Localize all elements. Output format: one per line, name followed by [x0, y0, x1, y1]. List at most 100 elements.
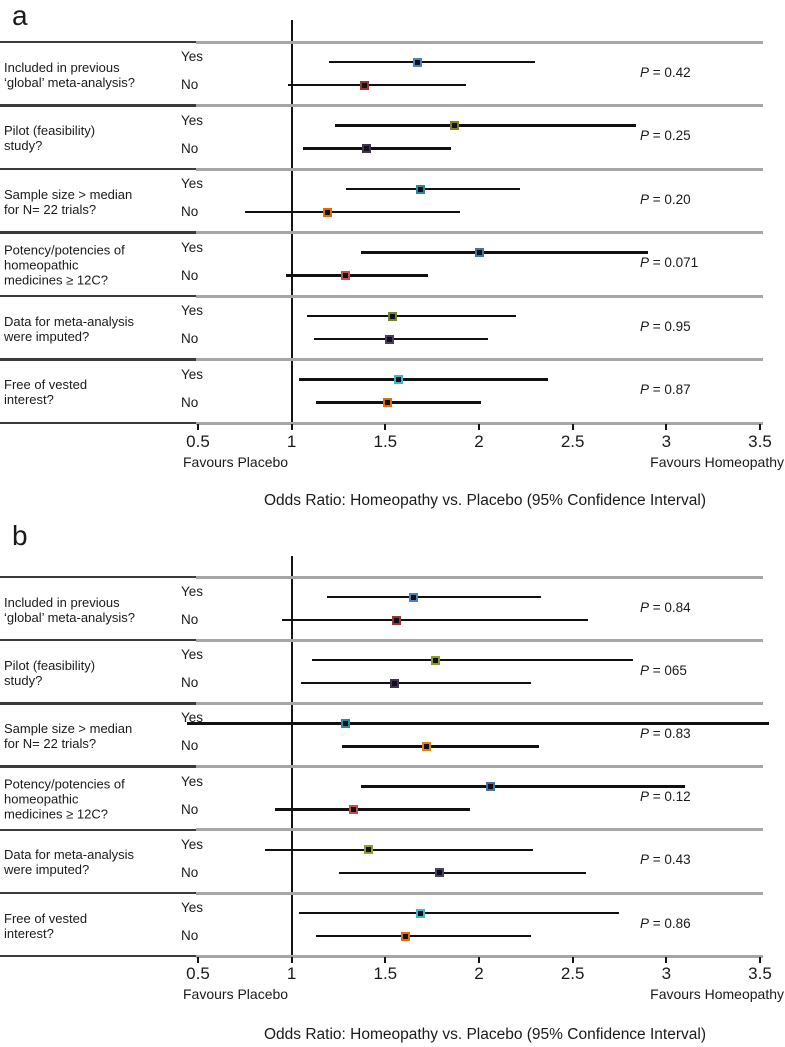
point-marker	[435, 868, 445, 878]
point-marker	[322, 207, 332, 217]
panel-a-letter: a	[12, 0, 28, 31]
no-label: No	[181, 140, 199, 156]
ci-line	[282, 618, 588, 622]
no-label: No	[181, 801, 199, 817]
ci-line	[342, 745, 539, 748]
p-value: P = 0.86	[640, 915, 691, 931]
question-label: Sample size > median for N= 22 trials?	[4, 721, 133, 751]
point-marker	[450, 121, 460, 130]
no-label: No	[181, 331, 199, 346]
point-marker	[341, 271, 351, 280]
p-value: P = 0.42	[640, 64, 691, 80]
ci-line	[299, 911, 620, 915]
tick-label: 0.5	[186, 964, 210, 983]
question-label: Data for meta-analysis were imputed?	[4, 847, 135, 878]
separator-line-left	[0, 40, 196, 44]
ci-line	[265, 848, 534, 852]
tick-label: 3.5	[748, 964, 772, 983]
favours-homeopathy-label: Favours Homeopathy	[650, 986, 784, 1002]
yes-label: Yes	[181, 49, 204, 64]
question-label: Included in previous ‘global’ meta-analy…	[4, 59, 136, 90]
point-marker	[392, 615, 402, 625]
yes-label: Yes	[181, 366, 204, 382]
reference-line	[290, 20, 293, 430]
tick-label: 3	[661, 432, 672, 451]
no-label: No	[181, 738, 199, 754]
separator-line-left	[0, 231, 196, 234]
point-marker	[422, 741, 432, 751]
panel-b-letter: b	[12, 520, 28, 551]
question-label: Included in previous ‘global’ meta-analy…	[4, 594, 136, 625]
point-marker	[431, 655, 441, 665]
ci-line	[186, 722, 770, 725]
ci-line	[287, 83, 466, 87]
point-marker	[390, 678, 400, 688]
point-marker	[485, 782, 495, 792]
axis-line	[196, 421, 763, 425]
ci-line	[345, 187, 521, 191]
no-label: No	[181, 612, 199, 627]
tick-mark	[571, 424, 574, 430]
p-value: P = 065	[640, 662, 687, 678]
tick-label: 3.5	[748, 432, 772, 451]
p-value: P = 0.20	[640, 191, 691, 207]
point-marker	[360, 80, 370, 90]
tick-mark	[759, 424, 761, 430]
yes-label: Yes	[181, 303, 204, 318]
tick-label: 3	[661, 964, 672, 983]
point-marker	[341, 718, 351, 728]
separator-line-left	[0, 828, 196, 831]
point-marker	[384, 334, 394, 344]
tick-label: 1.5	[373, 432, 398, 451]
p-value: P = 0.84	[640, 599, 691, 615]
tick-mark	[384, 957, 387, 964]
tick-label: 2	[474, 432, 484, 451]
p-value: P = 0.87	[640, 382, 691, 398]
separator-line-left	[0, 104, 196, 107]
point-marker	[382, 398, 392, 407]
no-label: No	[181, 204, 199, 219]
ci-line	[327, 595, 541, 599]
separator-line	[196, 891, 763, 895]
no-label: No	[181, 675, 199, 691]
tick-mark	[290, 957, 293, 964]
tick-label: 1	[286, 432, 297, 451]
separator-line-left	[0, 891, 196, 895]
ci-line	[302, 147, 451, 150]
p-value: P = 0.83	[640, 726, 691, 741]
separator-line-left	[0, 421, 196, 425]
tick-mark	[571, 957, 574, 964]
point-marker	[348, 805, 358, 815]
tick-mark	[197, 957, 199, 964]
tick-mark	[197, 424, 199, 430]
p-value: P = 0.95	[640, 318, 691, 334]
separator-line	[196, 828, 763, 832]
separator-line-left	[0, 765, 196, 768]
point-marker	[416, 908, 426, 918]
separator-line-left	[0, 639, 196, 642]
no-label: No	[181, 928, 199, 943]
yes-label: Yes	[181, 710, 204, 726]
separator-line	[196, 104, 763, 107]
point-marker	[393, 375, 403, 384]
tick-mark	[665, 957, 668, 964]
no-label: No	[181, 267, 199, 283]
ci-line	[274, 808, 470, 811]
tick-mark	[759, 957, 761, 964]
question-label: Data for meta-analysis were imputed?	[4, 313, 135, 344]
tick-mark	[478, 424, 480, 430]
question-label: Free of vested interest?	[4, 910, 88, 941]
tick-label: 1.5	[373, 964, 398, 983]
ci-line	[334, 124, 637, 127]
favours-placebo-label: Favours Placebo	[183, 986, 289, 1002]
p-value: P = 0.071	[640, 255, 699, 271]
p-value: P = 0.43	[640, 852, 691, 868]
yes-label: Yes	[181, 584, 204, 599]
question-label: Sample size > median for N= 22 trials?	[4, 186, 133, 217]
ci-line	[338, 871, 586, 875]
p-value: P = 0.25	[640, 128, 691, 144]
point-marker	[412, 57, 422, 67]
tick-label: 1	[286, 964, 297, 983]
separator-line	[196, 638, 763, 642]
